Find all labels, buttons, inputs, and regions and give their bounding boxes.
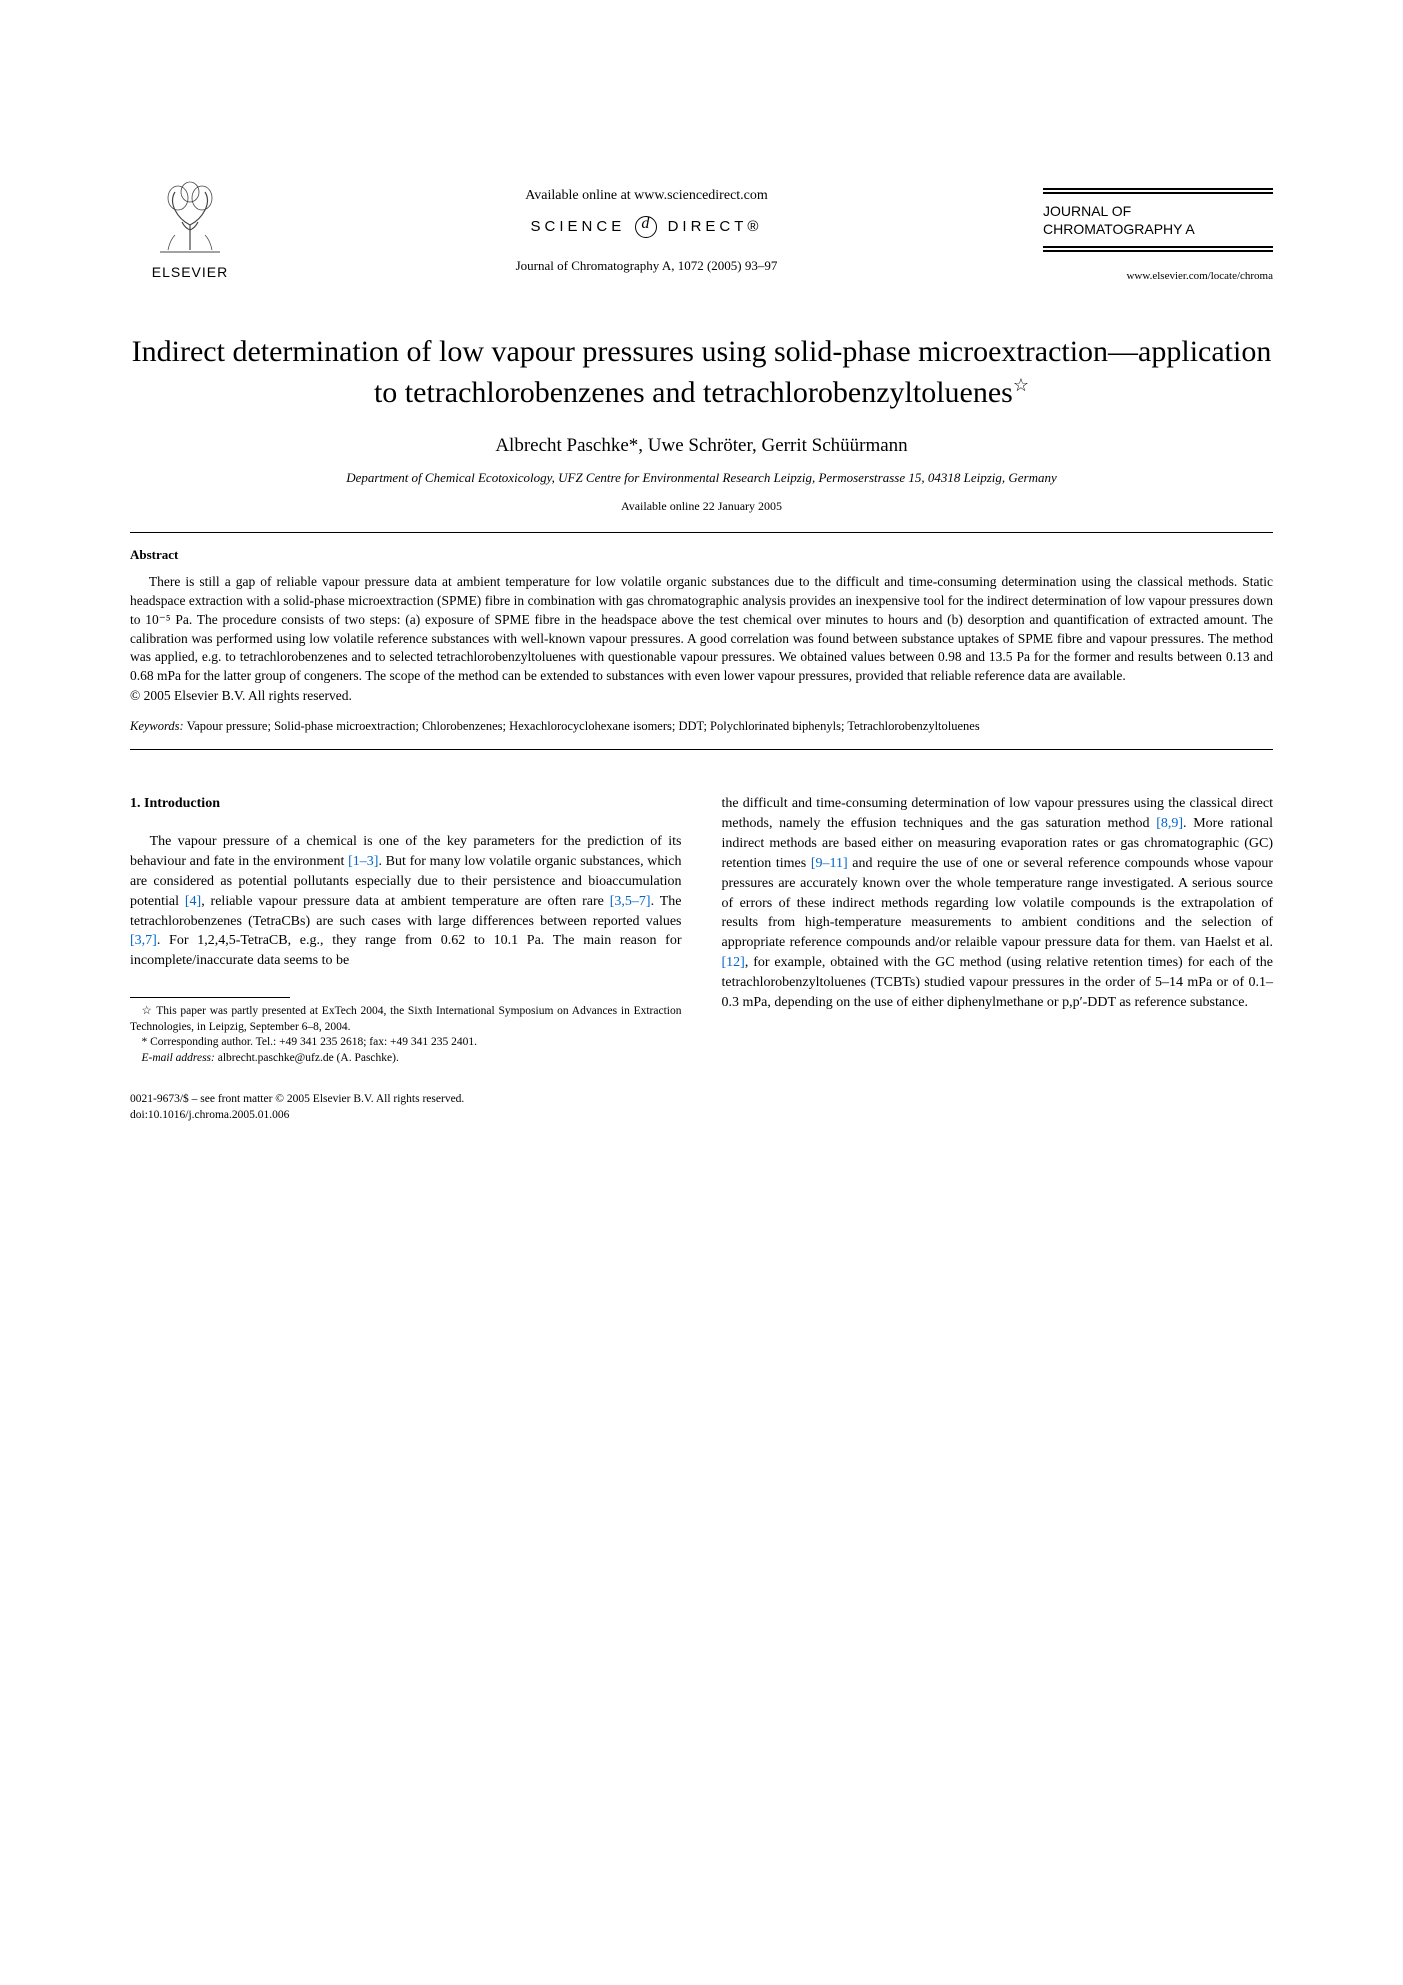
keywords: Keywords: Vapour pressure; Solid-phase m…	[130, 718, 1273, 735]
intro-para-left: The vapour pressure of a chemical is one…	[130, 832, 682, 971]
footnote-email: E-mail address: albrecht.paschke@ufz.de …	[130, 1051, 682, 1067]
title-note-marker: ☆	[1013, 375, 1029, 395]
journal-url: www.elsevier.com/locate/chroma	[1043, 270, 1273, 282]
sciencedirect-logo: SCIENCE DIRECT®	[250, 216, 1043, 238]
corr-text: * Corresponding author. Tel.: +49 341 23…	[142, 1036, 478, 1048]
footer-block: 0021-9673/$ – see front matter © 2005 El…	[130, 1092, 682, 1123]
email-label: E-mail address:	[142, 1052, 215, 1064]
email-value: albrecht.paschke@ufz.de (A. Paschke).	[215, 1052, 399, 1064]
elsevier-logo-block: ELSEVIER	[130, 180, 250, 280]
available-date: Available online 22 January 2005	[130, 499, 1273, 514]
abstract-label: Abstract	[130, 547, 1273, 563]
t3: , reliable vapour pressure data at ambie…	[201, 894, 610, 909]
section-1-heading: 1. Introduction	[130, 794, 682, 814]
footer-line1: 0021-9673/$ – see front matter © 2005 El…	[130, 1092, 682, 1108]
right-column: the difficult and time-consuming determi…	[722, 794, 1274, 1123]
ref-4[interactable]: [4]	[185, 894, 201, 909]
abstract-copyright: © 2005 Elsevier B.V. All rights reserved…	[130, 688, 1273, 704]
available-online-text: Available online at www.sciencedirect.co…	[250, 188, 1043, 204]
journal-box: JOURNAL OF CHROMATOGRAPHY A www.elsevier…	[1043, 180, 1273, 282]
journal-citation: Journal of Chromatography A, 1072 (2005)…	[250, 258, 1043, 274]
ref-1-3[interactable]: [1–3]	[348, 854, 378, 869]
footnotes: ☆ This paper was partly presented at ExT…	[130, 1004, 682, 1066]
keywords-label: Keywords:	[130, 719, 184, 733]
intro-para-right: the difficult and time-consuming determi…	[722, 794, 1274, 1013]
page-header: ELSEVIER Available online at www.science…	[130, 180, 1273, 282]
article-title: Indirect determination of low vapour pre…	[130, 332, 1273, 413]
ref-8-9[interactable]: [8,9]	[1156, 816, 1183, 831]
t5: . For 1,2,4,5-TetraCB, e.g., they range …	[130, 933, 682, 968]
ref-3-7[interactable]: [3,7]	[130, 933, 157, 948]
journal-name-line1: JOURNAL OF	[1043, 203, 1131, 219]
affiliation: Department of Chemical Ecotoxicology, UF…	[130, 469, 1273, 487]
sd-right: DIRECT®	[668, 218, 763, 235]
abstract-text: There is still a gap of reliable vapour …	[130, 573, 1273, 686]
footer-line2: doi:10.1016/j.chroma.2005.01.006	[130, 1108, 682, 1124]
elsevier-label: ELSEVIER	[152, 264, 228, 280]
journal-name: JOURNAL OF CHROMATOGRAPHY A	[1043, 202, 1273, 238]
title-text: Indirect determination of low vapour pre…	[132, 335, 1272, 409]
rule-above-abstract	[130, 532, 1273, 533]
elsevier-tree-icon	[150, 180, 230, 260]
journal-name-line2: CHROMATOGRAPHY A	[1043, 221, 1195, 237]
rule-below-keywords	[130, 749, 1273, 750]
center-header: Available online at www.sciencedirect.co…	[250, 180, 1043, 274]
sd-left: SCIENCE	[531, 218, 626, 235]
r4: , for example, obtained with the GC meth…	[722, 955, 1274, 1010]
authors: Albrecht Paschke*, Uwe Schröter, Gerrit …	[130, 435, 1273, 457]
ref-9-11[interactable]: [9–11]	[811, 856, 848, 871]
ref-12[interactable]: [12]	[722, 955, 745, 970]
ref-3-5-7[interactable]: [3,5–7]	[610, 894, 651, 909]
body-columns: 1. Introduction The vapour pressure of a…	[130, 794, 1273, 1123]
left-column: 1. Introduction The vapour pressure of a…	[130, 794, 682, 1123]
footnote-rule	[130, 997, 290, 998]
sciencedirect-icon	[635, 216, 657, 238]
footnote-corr: * Corresponding author. Tel.: +49 341 23…	[130, 1035, 682, 1051]
keywords-text: Vapour pressure; Solid-phase microextrac…	[184, 719, 980, 733]
footnote-star: ☆ This paper was partly presented at ExT…	[130, 1004, 682, 1035]
